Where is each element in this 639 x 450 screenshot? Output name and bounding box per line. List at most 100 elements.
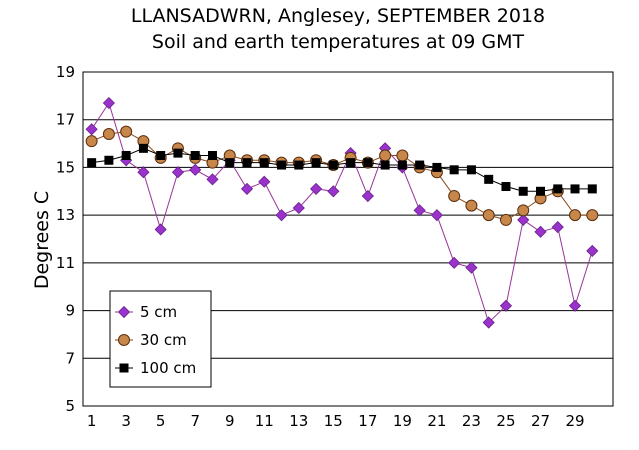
point-5-cm: [240, 182, 254, 195]
x-tick-label: 5: [156, 412, 166, 430]
series-line-100-cm: [91, 147, 593, 192]
y-tick-label: 17: [56, 111, 75, 129]
point-5-cm: [430, 209, 443, 222]
point-5-cm: [102, 96, 115, 110]
point-30-cm: [517, 204, 530, 217]
y-tick-label: 19: [56, 63, 75, 81]
y-axis-label: Degrees C: [31, 191, 53, 289]
y-tick-label: 7: [65, 349, 75, 367]
y-tick-labels: 5 7 9 11 13 15 17 19: [56, 63, 75, 415]
point-5-cm: [189, 163, 202, 176]
point-100-cm: [535, 186, 545, 196]
point-100-cm: [570, 184, 580, 194]
point-100-cm: [277, 160, 287, 170]
point-5-cm: [309, 182, 323, 195]
x-tick-label: 13: [289, 412, 308, 430]
x-tick-label: 1: [87, 412, 97, 430]
legend: 5 cm 30 cm 100 cm: [109, 290, 212, 388]
point-100-cm: [259, 158, 269, 168]
point-5-cm: [586, 244, 599, 257]
x-tick-label: 17: [358, 412, 377, 430]
point-30-cm: [499, 213, 512, 226]
y-tick-label: 9: [65, 302, 75, 320]
x-tick-label: 29: [565, 412, 584, 430]
point-100-cm: [553, 184, 563, 194]
x-tick-label: 15: [324, 412, 343, 430]
point-100-cm: [449, 165, 459, 175]
point-5-cm: [568, 299, 582, 312]
legend-marker-100-cm: [119, 363, 129, 373]
plot-frame: [82, 71, 614, 407]
legend-label-100-cm: 100 cm: [140, 359, 196, 377]
legend-label-5-cm: 5 cm: [140, 303, 177, 321]
series-line-30-cm: [91, 131, 593, 221]
point-5-cm: [551, 221, 564, 234]
point-5-cm: [85, 123, 98, 136]
point-100-cm: [432, 162, 442, 172]
point-100-cm: [207, 151, 217, 160]
series-100-cm: [87, 143, 597, 196]
point-5-cm: [448, 256, 461, 269]
point-100-cm: [501, 182, 511, 192]
point-30-cm: [448, 190, 461, 203]
series-5-cm: [85, 96, 599, 329]
point-100-cm: [242, 158, 252, 168]
point-100-cm: [173, 148, 183, 158]
point-30-cm: [85, 135, 98, 148]
x-tick-label: 27: [531, 412, 550, 430]
series-30-cm: [85, 125, 599, 226]
point-100-cm: [346, 158, 356, 168]
point-5-cm: [499, 299, 513, 312]
point-5-cm: [275, 209, 288, 222]
x-tick-label: 23: [462, 412, 481, 430]
x-tick-label: 25: [496, 412, 515, 430]
series-line-5-cm: [91, 101, 593, 324]
chart-title-line-1: LLANSADWRN, Anglesey, SEPTEMBER 2018: [131, 5, 545, 27]
series-layer: [85, 96, 599, 329]
point-30-cm: [120, 125, 133, 138]
x-tick-label: 19: [393, 412, 412, 430]
point-100-cm: [311, 158, 321, 168]
point-100-cm: [87, 158, 97, 168]
x-tick-label: 21: [427, 412, 446, 430]
point-5-cm: [154, 223, 167, 236]
legend-marker-30-cm: [118, 334, 130, 346]
point-100-cm: [397, 160, 407, 170]
point-5-cm: [327, 185, 340, 198]
point-30-cm: [465, 199, 478, 212]
point-5-cm: [258, 175, 271, 188]
point-30-cm: [482, 209, 495, 222]
point-30-cm: [586, 209, 599, 222]
point-5-cm: [413, 204, 426, 217]
point-100-cm: [587, 184, 597, 194]
legend-label-30-cm: 30 cm: [140, 331, 187, 349]
point-100-cm: [121, 151, 131, 160]
point-5-cm: [361, 189, 374, 203]
point-5-cm: [465, 261, 478, 274]
point-5-cm: [206, 173, 219, 186]
y-tick-label: 11: [56, 254, 75, 272]
point-100-cm: [415, 160, 425, 170]
point-100-cm: [156, 151, 166, 160]
y-tick-label: 13: [56, 206, 75, 224]
point-30-cm: [569, 209, 582, 222]
point-100-cm: [190, 151, 200, 160]
point-100-cm: [138, 143, 148, 153]
point-100-cm: [328, 160, 338, 170]
chart-title-line-2: Soil and earth temperatures at 09 GMT: [152, 31, 525, 53]
x-tick-label: 3: [121, 412, 131, 430]
point-100-cm: [380, 160, 390, 170]
x-tick-labels: 1 3 5 7 9 11 13 15 17 19 21 23 25 27 29: [87, 412, 585, 430]
point-5-cm: [482, 316, 495, 329]
point-100-cm: [104, 155, 114, 165]
point-100-cm: [466, 165, 476, 175]
x-tick-label: 9: [225, 412, 235, 430]
point-30-cm: [379, 149, 392, 162]
x-tick-label: 7: [190, 412, 200, 430]
point-5-cm: [517, 213, 530, 226]
point-100-cm: [518, 186, 528, 196]
x-tick-label: 11: [255, 412, 274, 430]
point-5-cm: [171, 166, 185, 179]
point-100-cm: [225, 158, 235, 168]
